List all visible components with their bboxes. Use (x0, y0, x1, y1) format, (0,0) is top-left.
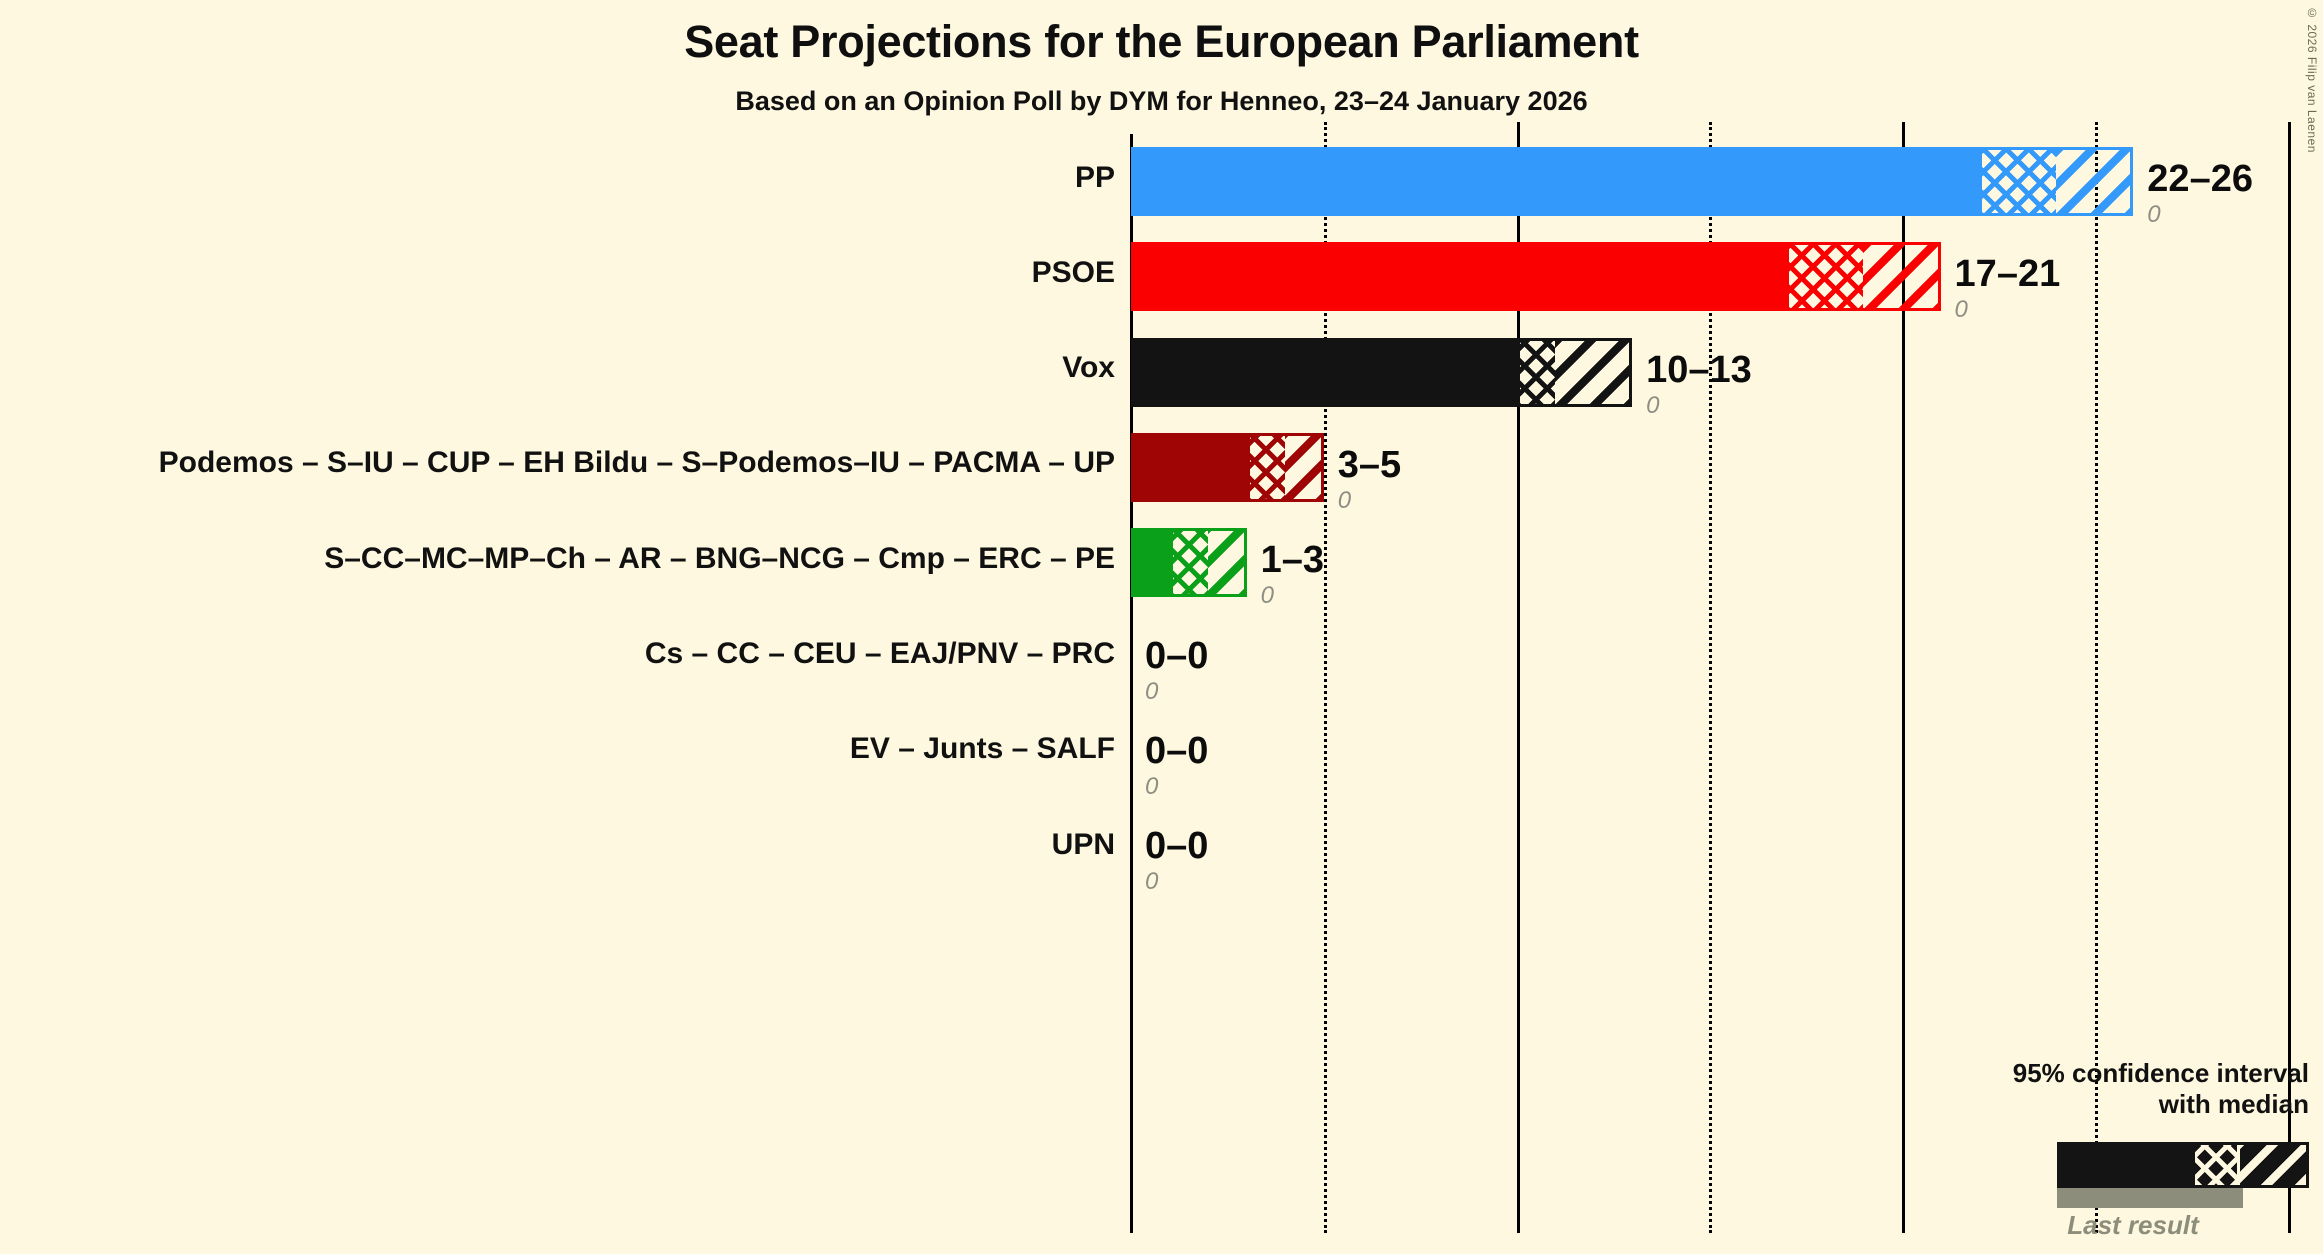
bar-segment-diagonal (1863, 242, 1941, 312)
legend-last-result-bar (2057, 1188, 2243, 1208)
bar-segment-diagonal (1555, 337, 1633, 407)
bar-segment-lower-bound (1131, 147, 1980, 216)
bar-outline (1246, 432, 1324, 502)
bar-outline (1169, 528, 1247, 598)
bar-segment-lower-bound (1131, 337, 1517, 407)
legend-interval-bar (2057, 1142, 2309, 1188)
value-label-scc: 1–3 (1260, 539, 1325, 582)
bar-segment-crosshatch (1979, 147, 2057, 216)
y-axis-line (1130, 134, 1133, 1233)
bar-segment-lower-bound (1131, 432, 1247, 502)
bar-segment-diagonal (1285, 432, 1324, 502)
gridline-10 (1516, 122, 1520, 1233)
bar-segment-diagonal (2056, 147, 2134, 216)
bar-row: Vox 10–13 0 (0, 325, 2323, 420)
bar-podemos (1131, 432, 1324, 502)
bar-pp (1131, 147, 2134, 216)
legend-line-2: with median (2158, 1088, 2309, 1119)
bar-segment-crosshatch (1786, 242, 1864, 312)
bar-segment-diagonal (1208, 528, 1247, 598)
bar-segment-lower-bound (1131, 242, 1787, 312)
gridline-30 (2287, 122, 2291, 1233)
bar-segment-crosshatch (1246, 432, 1286, 502)
category-label-pp: PP (1074, 160, 1115, 194)
bar-scc (1131, 528, 1247, 598)
bar-psoe (1131, 242, 1941, 312)
bar-outline (1786, 242, 1941, 312)
bar-row: EV – Junts – SALF 0–0 0 (0, 706, 2323, 801)
category-label-podemos: Podemos – S–IU – CUP – EH Bildu – S–Pode… (158, 446, 1115, 480)
category-label-scc: S–CC–MC–MP–Ch – AR – BNG–NCG – Cmp – ERC… (324, 541, 1115, 575)
last-result-label-pp: 0 (2147, 201, 2161, 228)
category-label-vox: Vox (1062, 351, 1115, 385)
last-result-label-ev: 0 (1145, 772, 1159, 800)
last-result-label-cs: 0 (1145, 677, 1159, 705)
value-label-ev: 0–0 (1145, 729, 1209, 772)
bar-row: S–CC–MC–MP–Ch – AR – BNG–NCG – Cmp – ERC… (0, 515, 2323, 610)
last-result-label-vox: 0 (1646, 391, 1660, 419)
last-result-label-upn: 0 (1145, 868, 1159, 896)
bar-row: PSOE 17–21 0 (0, 229, 2323, 324)
copyright-notice: © 2026 Filip van Laenen (2305, 6, 2319, 153)
bar-segment-crosshatch (1516, 337, 1556, 407)
last-result-label-psoe: 0 (1954, 296, 1968, 324)
category-label-upn: UPN (1051, 827, 1115, 861)
gridline-5 (1323, 122, 1327, 1233)
value-label-pp: 22–26 (2147, 158, 2253, 200)
bar-vox (1131, 337, 1633, 407)
value-label-vox: 10–13 (1646, 348, 1752, 391)
value-label-cs: 0–0 (1145, 634, 1209, 677)
last-result-label-scc: 0 (1260, 582, 1274, 610)
bar-row: PP 22–26 0 (0, 134, 2323, 229)
bar-row: Cs – CC – CEU – EAJ/PNV – PRC 0–0 0 (0, 611, 2323, 706)
bar-outline (1979, 147, 2134, 216)
category-label-cs: Cs – CC – CEU – EAJ/PNV – PRC (644, 637, 1115, 670)
category-label-psoe: PSOE (1031, 255, 1115, 289)
legend-line-1: 95% confidence interval (2012, 1058, 2309, 1088)
bar-row: Podemos – S–IU – CUP – EH Bildu – S–Pode… (0, 420, 2323, 515)
gridline-15 (1709, 122, 1713, 1233)
legend-last-result-label: Last result (2067, 1210, 2199, 1240)
legend-diagonal-segment (2237, 1145, 2306, 1185)
category-label-ev: EV – Junts – SALF (849, 732, 1115, 766)
gridline-25 (2094, 122, 2098, 1233)
value-label-podemos: 3–5 (1337, 443, 1402, 486)
page-title: Seat Projections for the European Parlia… (684, 16, 1639, 67)
bar-segment-crosshatch (1169, 528, 1209, 598)
gridline-20 (1902, 122, 1905, 1233)
bar-row: UPN 0–0 0 (0, 801, 2323, 896)
value-label-psoe: 17–21 (1954, 253, 2061, 296)
legend: 95% confidence interval with median Last… (1769, 1058, 2309, 1240)
bar-outline (1516, 337, 1633, 407)
value-label-upn: 0–0 (1145, 825, 1209, 868)
legend-crosshatch-segment (2195, 1145, 2237, 1185)
last-result-label-podemos: 0 (1337, 486, 1352, 514)
bar-segment-lower-bound (1131, 528, 1170, 598)
page-subtitle: Based on an Opinion Poll by DYM for Henn… (735, 86, 1588, 116)
